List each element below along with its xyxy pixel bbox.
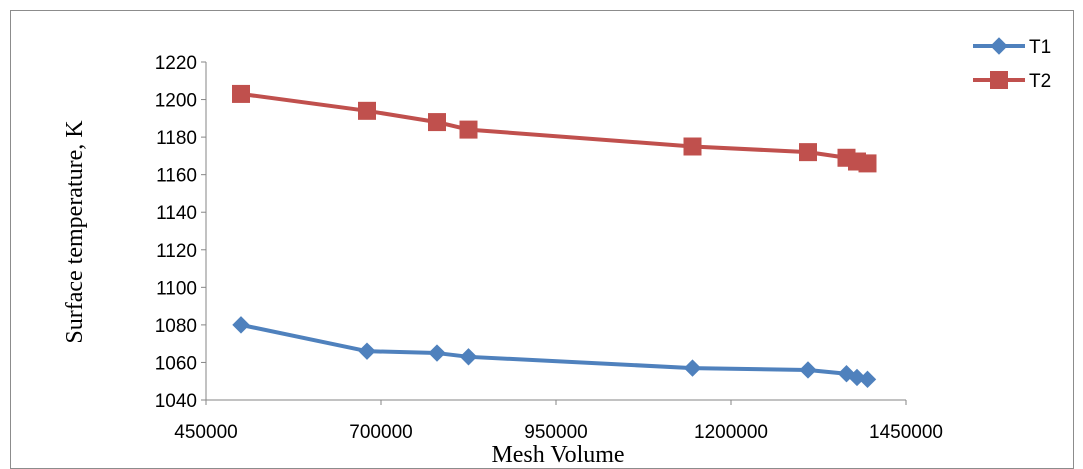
y-tick-label: 1120 [156, 241, 197, 262]
legend-label-t2: T2 [1029, 71, 1051, 92]
x-tick-label: 700000 [349, 422, 412, 443]
data-point-t2 [683, 137, 702, 156]
legend-entry-t1: T1 [973, 37, 1051, 58]
data-point-t1 [858, 370, 877, 389]
series-t1 [232, 316, 877, 389]
y-tick-label: 1040 [155, 391, 197, 412]
data-point-t2 [799, 143, 817, 162]
y-tick-label: 1100 [156, 278, 197, 299]
x-axis-title: Mesh Volume [491, 442, 624, 468]
data-point-t2 [358, 101, 376, 120]
y-tick-label: 1160 [156, 166, 197, 187]
data-point-t2 [428, 113, 446, 132]
y-tick-label: 1140 [156, 203, 197, 224]
y-tick-label: 1220 [155, 53, 197, 74]
data-point-t1 [683, 359, 702, 377]
legend-label-t1: T1 [1029, 37, 1051, 58]
series-t2 [232, 84, 877, 173]
x-tick-label: 450000 [174, 422, 237, 443]
data-point-t2 [858, 154, 877, 173]
data-point-t1 [428, 344, 446, 362]
legend-marker-t2 [990, 71, 1008, 89]
y-tick-label: 1200 [155, 91, 197, 112]
y-tick-label: 1080 [155, 316, 197, 337]
y-tick-label: 1180 [156, 128, 197, 149]
y-tick-label: 1060 [155, 353, 197, 374]
y-axis-title: Surface temperature, K [62, 120, 88, 344]
legend-marker-t1 [990, 37, 1008, 55]
axes: 1040 1060 1080 1100 1120 1140 1160 1180 1200 1220… [155, 53, 943, 443]
x-tick-label: 950000 [524, 422, 587, 443]
data-point-t1 [358, 342, 376, 360]
data-point-t1 [232, 316, 250, 334]
x-tick-label: 1450000 [869, 422, 943, 443]
data-point-t1 [799, 361, 817, 379]
legend-entry-t2: T2 [973, 71, 1051, 92]
x-tick-label: 1200000 [694, 422, 768, 443]
data-point-t2 [232, 84, 250, 103]
chart-border [10, 10, 1074, 469]
data-point-t2 [459, 120, 478, 139]
data-point-t1 [459, 348, 478, 366]
legend: T1 T2 [973, 37, 1051, 92]
plot-area [232, 84, 877, 389]
